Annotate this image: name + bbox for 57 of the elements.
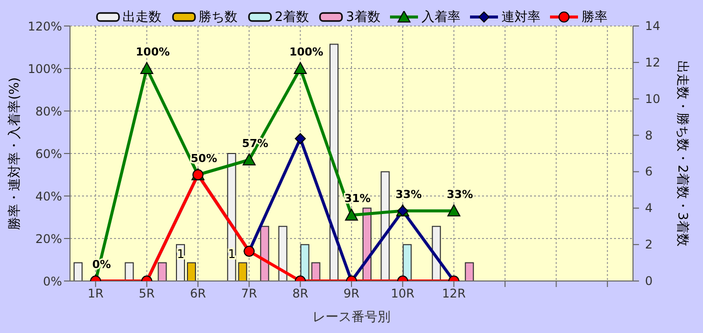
y-tick-label: 80% <box>35 104 62 118</box>
data-label: 33% <box>396 188 422 201</box>
bar <box>74 262 83 281</box>
point <box>242 153 256 166</box>
legend-label: 2着数 <box>274 9 309 26</box>
bar <box>330 44 339 281</box>
y-tick-label: 60% <box>35 146 62 161</box>
x-tick-label: 7R <box>241 286 258 301</box>
legend-label: 出走数 <box>122 9 162 26</box>
bar <box>380 171 390 281</box>
data-label: 100% <box>289 46 324 58</box>
bar <box>300 244 310 281</box>
bar <box>124 262 134 281</box>
y2-tick-label: 14 <box>645 19 660 33</box>
x-tick-label: 10R <box>390 286 414 301</box>
y2-tick-label: 4 <box>645 201 653 216</box>
y-tick-label: 120% <box>28 19 62 34</box>
y-axis-title: 勝率・連対率・入着率(%) <box>6 77 23 230</box>
bar <box>311 262 320 281</box>
y2-tick-label: 12 <box>645 55 660 70</box>
x-tick-label: 12R <box>442 286 466 301</box>
bar <box>402 244 412 281</box>
legend-label: 勝ち数 <box>198 9 238 26</box>
data-label: 100% <box>136 46 170 58</box>
data-label: 33% <box>446 188 474 201</box>
data-label: 1 <box>176 246 184 261</box>
data-label: 50% <box>190 152 218 165</box>
legend-label: 3着数 <box>346 9 380 26</box>
x-tick-label: 5R <box>138 286 155 301</box>
y2-tick-label: 2 <box>645 238 653 252</box>
point <box>345 208 358 221</box>
y2-tick-label: 10 <box>645 92 660 106</box>
legend-label: 勝率 <box>581 9 608 26</box>
y2-tick-label: 8 <box>645 128 653 142</box>
y2-tick-label: 0 <box>645 274 653 288</box>
point <box>447 204 460 216</box>
x-tick-label: 1R <box>88 286 104 301</box>
point <box>294 133 306 144</box>
y-tick-label: 20% <box>35 232 62 246</box>
bar <box>186 262 196 281</box>
y2-axis-title: 出走数・勝ち数・2着数・3着数 <box>674 60 690 246</box>
legend-label: 連対率 <box>501 9 540 26</box>
bar <box>464 262 474 281</box>
y-tick-label: 100% <box>28 62 62 76</box>
x-tick-label: 8R <box>292 286 308 301</box>
x-tick-label: 9R <box>344 286 360 301</box>
bar <box>278 226 288 281</box>
x-tick-label: 6R <box>190 286 206 301</box>
y2-tick-label: 6 <box>645 164 653 179</box>
y-tick-label: 40% <box>35 189 62 204</box>
data-label: 1 <box>228 246 236 261</box>
y-tick-label: 0% <box>42 274 62 288</box>
bar <box>260 226 270 281</box>
x-axis-title: レース番号別 <box>312 310 390 325</box>
bar <box>238 262 248 281</box>
legend-label: 入着率 <box>421 9 460 26</box>
bar <box>158 262 167 281</box>
